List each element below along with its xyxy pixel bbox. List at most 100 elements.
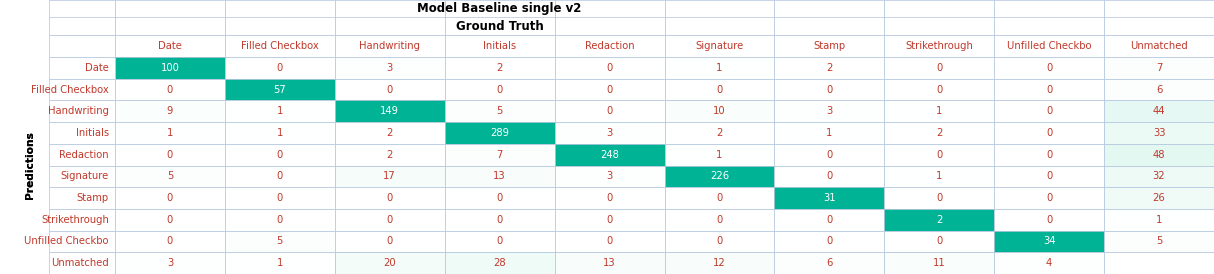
Text: 0: 0: [827, 236, 833, 246]
Text: 0: 0: [166, 150, 174, 160]
Bar: [335, 100, 444, 122]
Bar: [335, 0, 444, 18]
Text: 5: 5: [1156, 236, 1162, 246]
Bar: [225, 252, 335, 274]
Bar: [1104, 209, 1214, 231]
Text: 1: 1: [716, 63, 722, 73]
Text: 0: 0: [607, 63, 613, 73]
Text: Unmatched: Unmatched: [51, 258, 109, 268]
Text: 3: 3: [386, 63, 393, 73]
Bar: [994, 35, 1104, 57]
Text: Unfilled Checkbo: Unfilled Checkbo: [24, 236, 109, 246]
Text: 0: 0: [827, 215, 833, 225]
Text: 0: 0: [386, 193, 393, 203]
Text: 0: 0: [607, 193, 613, 203]
Text: 13: 13: [493, 171, 506, 181]
Bar: [115, 79, 225, 100]
Bar: [49, 252, 115, 274]
Text: 2: 2: [497, 63, 503, 73]
Text: Strikethrough: Strikethrough: [41, 215, 109, 225]
Bar: [335, 35, 444, 57]
Text: 0: 0: [497, 85, 503, 95]
Bar: [664, 144, 775, 165]
Bar: [994, 100, 1104, 122]
Text: 0: 0: [1046, 171, 1053, 181]
Text: 226: 226: [710, 171, 730, 181]
Bar: [115, 252, 225, 274]
Text: 0: 0: [166, 85, 174, 95]
Bar: [115, 144, 225, 165]
Bar: [775, 100, 884, 122]
Text: 0: 0: [1046, 128, 1053, 138]
Text: 2: 2: [827, 63, 833, 73]
Bar: [225, 0, 335, 18]
Text: 0: 0: [716, 193, 722, 203]
Bar: [444, 18, 555, 35]
Text: 32: 32: [1153, 171, 1165, 181]
Text: 0: 0: [827, 171, 833, 181]
Text: Predictions: Predictions: [25, 132, 35, 199]
Bar: [225, 57, 335, 79]
Bar: [115, 231, 225, 252]
Bar: [49, 231, 115, 252]
Bar: [49, 100, 115, 122]
Text: 0: 0: [1046, 150, 1053, 160]
Bar: [225, 122, 335, 144]
Bar: [884, 35, 994, 57]
Text: 2: 2: [716, 128, 722, 138]
Text: 26: 26: [1152, 193, 1165, 203]
Bar: [335, 18, 444, 35]
Text: 0: 0: [1046, 193, 1053, 203]
Bar: [664, 100, 775, 122]
Bar: [115, 100, 225, 122]
Text: 1: 1: [827, 128, 833, 138]
Text: 0: 0: [716, 236, 722, 246]
Text: 6: 6: [1156, 85, 1162, 95]
Bar: [884, 209, 994, 231]
Bar: [775, 252, 884, 274]
Text: 10: 10: [713, 106, 726, 116]
Bar: [115, 165, 225, 187]
Text: Initials: Initials: [75, 128, 109, 138]
Bar: [335, 144, 444, 165]
Text: 5: 5: [277, 236, 283, 246]
Bar: [444, 100, 555, 122]
Bar: [994, 79, 1104, 100]
Text: 0: 0: [277, 171, 283, 181]
Bar: [115, 209, 225, 231]
Bar: [775, 165, 884, 187]
Bar: [444, 165, 555, 187]
Bar: [1104, 18, 1214, 35]
Bar: [555, 231, 664, 252]
Bar: [884, 79, 994, 100]
Bar: [444, 144, 555, 165]
Bar: [115, 0, 225, 18]
Text: 0: 0: [1046, 63, 1053, 73]
Text: 17: 17: [384, 171, 396, 181]
Bar: [1104, 187, 1214, 209]
Text: 4: 4: [1046, 258, 1053, 268]
Bar: [444, 187, 555, 209]
Text: 100: 100: [160, 63, 180, 73]
Bar: [1104, 165, 1214, 187]
Text: 48: 48: [1153, 150, 1165, 160]
Bar: [884, 18, 994, 35]
Bar: [115, 57, 225, 79]
Bar: [1104, 252, 1214, 274]
Bar: [664, 79, 775, 100]
Text: 0: 0: [607, 106, 613, 116]
Text: 1: 1: [277, 106, 283, 116]
Bar: [994, 122, 1104, 144]
Bar: [884, 122, 994, 144]
Bar: [555, 57, 664, 79]
Bar: [49, 79, 115, 100]
Text: 3: 3: [607, 128, 613, 138]
Bar: [1104, 57, 1214, 79]
Bar: [994, 144, 1104, 165]
Text: 12: 12: [713, 258, 726, 268]
Bar: [994, 252, 1104, 274]
Bar: [225, 231, 335, 252]
Bar: [1104, 122, 1214, 144]
Bar: [664, 252, 775, 274]
Text: 31: 31: [823, 193, 835, 203]
